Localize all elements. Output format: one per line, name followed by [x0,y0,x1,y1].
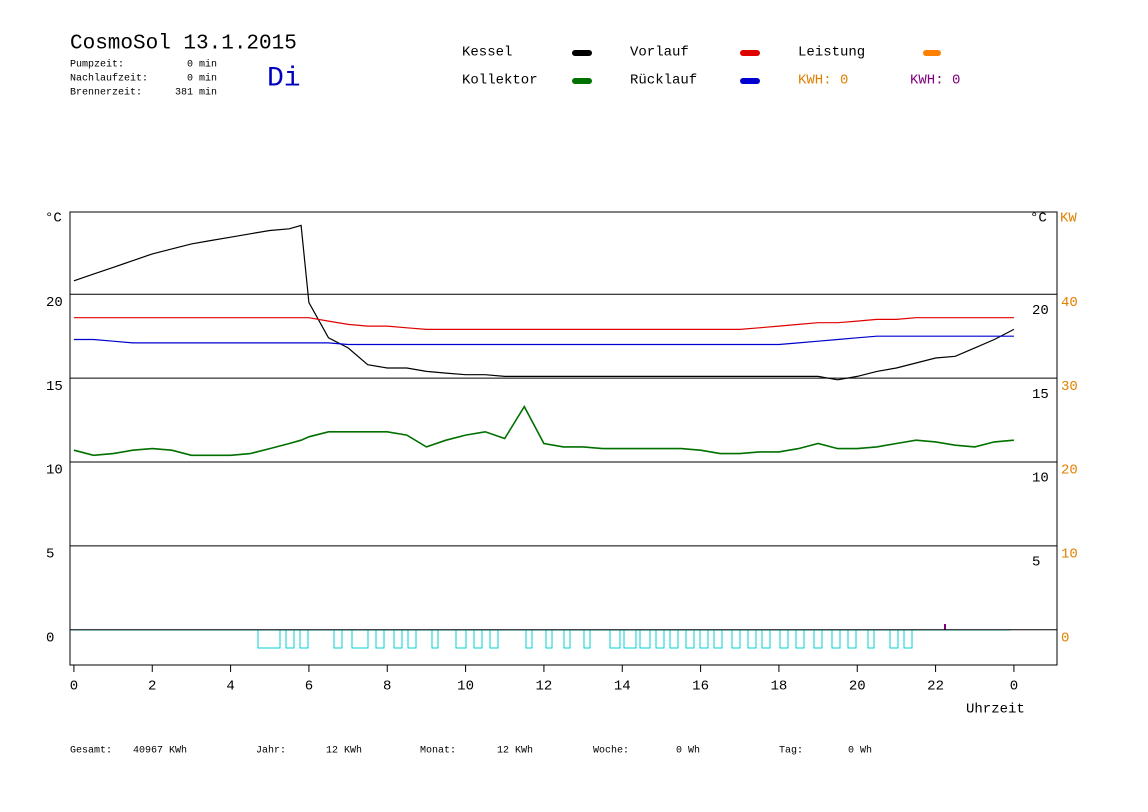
footer-label: Monat: [420,746,456,757]
y-tick-label-right: 5 [1032,555,1040,571]
x-tick-label: 2 [148,679,156,695]
y2-tick-label: 0 [1061,630,1069,646]
y2-tick-label: 20 [1061,463,1078,479]
x-tick-label: 16 [692,679,709,695]
info-label: Nachlaufzeit: [70,73,148,85]
x-axis-label: Uhrzeit [966,702,1025,718]
x-tick-label: 12 [536,679,553,695]
y-tick-label: 15 [46,379,63,395]
info-value: 0 min [187,73,217,85]
footer-value: 0 Wh [676,745,700,757]
x-tick-label: 10 [457,679,474,695]
y-tick-label: 5 [46,547,54,563]
x-tick-label: 0 [70,679,78,695]
kwh-label: KWH: 0 [910,73,960,89]
info-value: 381 min [175,87,217,99]
x-tick-label: 8 [383,679,391,695]
footer-value: 0 Wh [848,745,872,757]
y2-tick-label: 40 [1061,295,1078,311]
y-tick-label-right: 15 [1032,387,1049,403]
info-label: Brennerzeit: [70,87,142,99]
chart-title: CosmoSol 13.1.2015 [70,33,297,56]
y-axis-label: °C [45,211,62,227]
series-line [73,404,1014,457]
y-tick-label-right: 10 [1032,471,1049,487]
legend-label: Vorlauf [630,45,689,61]
x-tick-label: 18 [771,679,788,695]
footer-label: Gesamt: [70,746,112,757]
x-tick-label: 4 [226,679,234,695]
y2-tick-label: 30 [1061,379,1078,395]
series-line [73,317,1014,330]
info-value: 0 min [187,59,217,71]
series-line [73,224,1015,381]
legend-label: Leistung [798,45,865,61]
y2-axis-label: KW [1060,211,1077,227]
y-tick-label: 20 [46,295,63,311]
x-tick-label: 6 [305,679,313,695]
y-tick-label: 0 [46,630,54,646]
x-tick-label: 20 [849,679,866,695]
legend-label: Rücklauf [630,73,697,89]
day-label: Di [267,63,301,94]
footer-value: 12 KWh [326,745,362,757]
info-label: Pumpzeit: [70,59,124,71]
legend-label: Kessel [462,45,512,61]
y-tick-label-right: 20 [1032,303,1049,319]
x-tick-label: 0 [1010,679,1018,695]
plot-frame [69,211,1058,666]
x-tick-label: 14 [614,679,631,695]
y-axis-label-right: °C [1030,211,1047,227]
y-tick-label: 10 [46,463,63,479]
legend-label: Kollektor [462,73,538,89]
x-tick-label: 22 [927,679,944,695]
footer-label: Jahr: [256,745,286,757]
footer-label: Woche: [593,745,629,757]
y2-tick-label: 10 [1061,547,1078,563]
footer-label: Tag: [779,746,803,757]
footer-value: 40967 KWh [133,745,187,757]
footer-value: 12 KWh [497,745,533,757]
series-line [73,335,1014,346]
kwh-label: KWH: 0 [798,73,848,89]
